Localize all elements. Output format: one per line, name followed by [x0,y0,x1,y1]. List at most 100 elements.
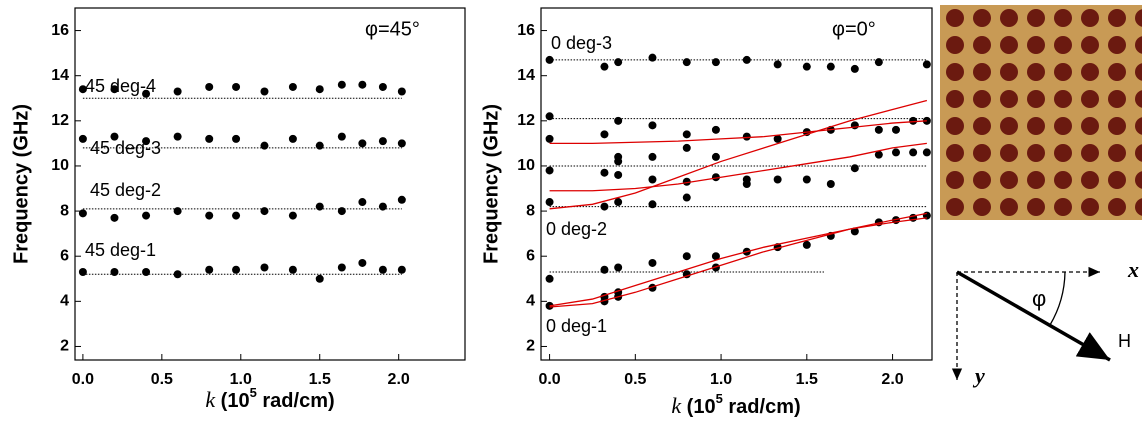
x-axis-label-part: k [671,393,682,418]
y-axis-label: Frequency (GHz) [480,104,502,264]
x-label: x [1127,257,1139,282]
y-axis-label: Frequency (GHz) [10,104,32,264]
data-point [288,211,297,220]
y-tick-label: 2 [60,338,69,355]
annotation: φ=0° [832,18,876,40]
data-point [173,132,182,141]
y-tick-label: 8 [60,202,69,219]
data-point [78,85,87,94]
data-point [110,213,119,222]
x-tick-label: 2.0 [388,371,410,388]
data-point [773,60,782,69]
data-point [600,168,609,177]
data-point [682,193,691,202]
plot-frame [540,7,933,361]
y-tick-label: 4 [526,293,535,310]
data-point [682,252,691,261]
data-point [648,121,657,130]
data-point [545,55,554,64]
annotation: 45 deg-1 [85,240,156,260]
data-point [614,157,623,166]
data-point [110,85,119,94]
data-point [232,134,241,143]
data-point [909,116,918,125]
data-point [874,58,883,67]
data-point [337,263,346,272]
y-tick-label: 14 [51,67,69,84]
data-point [315,202,324,211]
data-point [232,265,241,274]
x-axis-label-part: k [205,387,216,412]
y-tick-label: 6 [60,247,69,264]
fit-curve [549,99,928,210]
x-tick-label: 2.0 [881,371,903,388]
data-point [682,130,691,139]
data-point [260,263,269,272]
x-axis-label-part: 5 [250,385,257,400]
data-point [173,87,182,96]
data-point [397,139,406,148]
data-point [288,134,297,143]
x-tick-label: 0.0 [538,371,560,388]
data-point [378,202,387,211]
x-axis-label-part: rad/cm) [257,390,335,412]
data-point [909,148,918,157]
data-point [600,202,609,211]
data-point [315,85,324,94]
data-point [205,82,214,91]
fit-curve [549,120,927,145]
y-tick-label: 8 [526,202,535,219]
y-tick-label: 2 [526,338,535,355]
x-tick-label: 1.5 [309,371,331,388]
data-point [545,198,554,207]
data-point [742,55,751,64]
data-point [614,170,623,179]
data-point [682,177,691,186]
data-point [614,116,623,125]
data-point [232,211,241,220]
data-point [850,227,859,236]
data-point [600,62,609,71]
data-point [358,198,367,207]
data-point [288,265,297,274]
plot-frame [74,7,466,361]
data-point [78,209,87,218]
data-point [711,58,720,67]
data-point [648,53,657,62]
data-point [110,268,119,276]
data-point [711,152,720,161]
data-point [397,265,406,274]
data-point [378,137,387,146]
data-point [288,82,297,91]
data-point [648,258,657,267]
data-point [232,82,241,91]
y-label: y [972,363,985,388]
data-point [142,89,151,98]
data-point [260,87,269,96]
data-point [802,175,811,184]
data-point [802,62,811,71]
fit-curve [549,142,927,192]
data-point [773,134,782,143]
annotation: 45 deg-4 [85,76,156,96]
data-point [614,58,623,67]
data-point [802,240,811,249]
x-axis-label: k (105 rad/cm) [671,391,800,418]
x-tick-label: 0.0 [72,371,94,388]
data-point [850,64,859,73]
data-point [648,175,657,184]
fit-curve [549,217,927,307]
field-arrow [956,270,1111,362]
data-point [315,274,324,283]
data-point [142,137,151,146]
y-tick-label: 16 [51,22,69,39]
annotation: 45 deg-2 [90,180,161,200]
data-point [600,265,609,274]
data-point [358,139,367,148]
angle-label: φ [1032,286,1046,311]
data-point [358,258,367,267]
data-point [545,166,554,175]
y-tick-label: 10 [517,157,535,174]
data-point [711,252,720,261]
